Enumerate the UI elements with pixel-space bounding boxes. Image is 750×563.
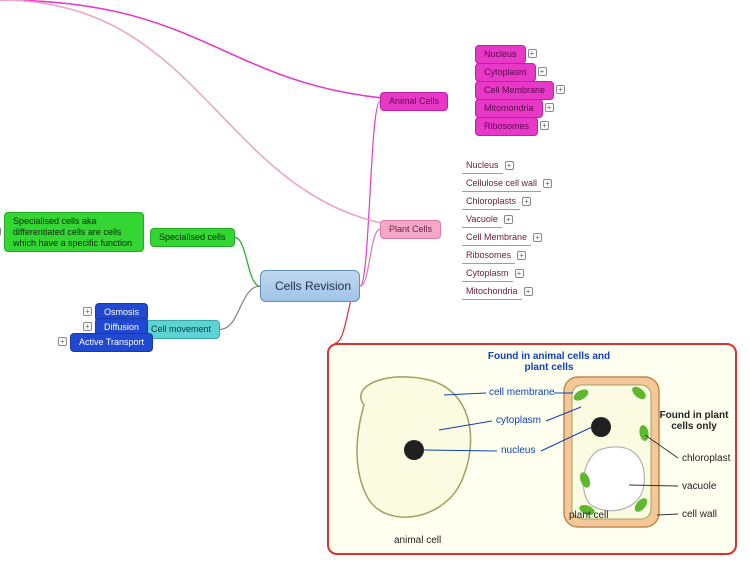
node-p_ribo[interactable]: Ribosomes — [462, 248, 515, 264]
expand-icon[interactable]: + — [0, 227, 1, 236]
expand-icon[interactable]: + — [83, 307, 92, 316]
node-a_cytoplasm[interactable]: Cytoplasm — [475, 63, 536, 82]
expand-icon[interactable]: + — [83, 322, 92, 331]
expand-icon[interactable]: + — [540, 121, 549, 130]
cell-diagram-box: Found in animal cells and plant cells Fo… — [327, 343, 737, 555]
expand-icon[interactable]: + — [505, 161, 514, 170]
node-p_chloro[interactable]: Chloroplasts — [462, 194, 520, 210]
node-p_nucleus[interactable]: Nucleus — [462, 158, 503, 174]
expand-icon[interactable]: + — [515, 269, 524, 278]
expand-icon[interactable]: + — [543, 179, 552, 188]
expand-icon[interactable]: + — [538, 67, 547, 76]
expand-icon[interactable]: + — [524, 287, 533, 296]
expand-icon[interactable]: + — [528, 49, 537, 58]
node-central[interactable]: Cells Revision — [260, 270, 360, 302]
expand-icon[interactable]: + — [533, 233, 542, 242]
node-animal[interactable]: Animal Cells — [380, 92, 448, 111]
expand-icon[interactable]: + — [504, 215, 513, 224]
node-specialised_desc[interactable]: Specialised cells aka differentiated cel… — [4, 212, 144, 252]
expand-icon[interactable]: + — [517, 251, 526, 260]
node-active[interactable]: Active Transport — [70, 333, 153, 352]
node-a_mito[interactable]: Mitomondria — [475, 99, 543, 118]
node-p_wall[interactable]: Cellulose cell wall — [462, 176, 541, 192]
node-p_cyto[interactable]: Cytoplasm — [462, 266, 513, 282]
expand-icon[interactable]: + — [556, 85, 565, 94]
title-both: Found in animal cells and plant cells — [479, 351, 619, 373]
label-cell-wall: cell wall — [682, 509, 717, 520]
label-animal-cell: animal cell — [394, 535, 441, 546]
node-a_ribo[interactable]: Ribosomes — [475, 117, 538, 136]
label-chloroplast: chloroplast — [682, 453, 730, 464]
node-p_vacuole[interactable]: Vacuole — [462, 212, 502, 228]
label-membrane: cell membrane — [489, 387, 555, 398]
node-movement[interactable]: Cell movement — [142, 320, 220, 339]
node-a_nucleus[interactable]: Nucleus — [475, 45, 526, 64]
node-p_mito[interactable]: Mitochondria — [462, 284, 522, 300]
expand-icon[interactable]: + — [58, 337, 67, 346]
label-plant-cell: plant cell — [569, 510, 608, 521]
node-plant[interactable]: Plant Cells — [380, 220, 441, 239]
node-p_membrane[interactable]: Cell Membrane — [462, 230, 531, 246]
label-nucleus: nucleus — [501, 445, 535, 456]
label-vacuole: vacuole — [682, 481, 716, 492]
title-plant-only: Found in plant cells only — [659, 410, 729, 432]
node-specialised[interactable]: Specialised cells — [150, 228, 235, 247]
expand-icon[interactable]: + — [545, 103, 554, 112]
node-a_membrane[interactable]: Cell Membrane — [475, 81, 554, 100]
label-cytoplasm: cytoplasm — [496, 415, 541, 426]
expand-icon[interactable]: + — [522, 197, 531, 206]
